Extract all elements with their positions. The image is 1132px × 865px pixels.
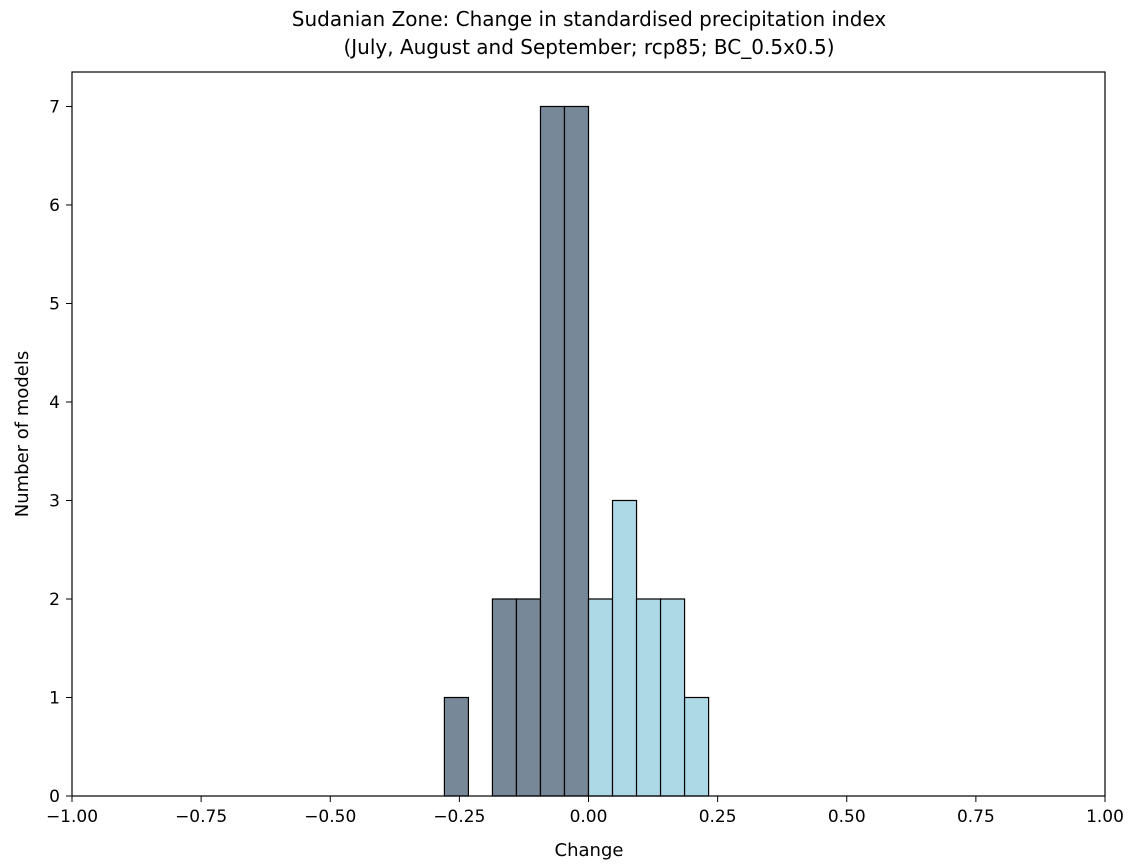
histogram-bar-5 <box>563 105 590 797</box>
bars-group <box>443 105 710 797</box>
y-tick-label-1: 1 <box>49 688 60 708</box>
x-axis-ticks: −1.00 −0.75 −0.50 −0.25 0.00 0.25 0.50 0.75 1.00 <box>46 796 1124 827</box>
x-tick-label-5: 0.25 <box>699 807 737 827</box>
y-axis-label: Number of models <box>12 351 33 518</box>
y-tick-label-2: 2 <box>49 590 60 610</box>
x-tick-label-4: 0.00 <box>570 807 608 827</box>
x-tick-label-0: −1.00 <box>46 807 98 827</box>
y-tick-label-0: 0 <box>49 787 60 807</box>
x-tick-label-1: −0.75 <box>175 807 227 827</box>
histogram-bar-10 <box>683 696 710 797</box>
x-axis-label: Change <box>555 840 624 861</box>
y-tick-label-5: 5 <box>49 294 60 314</box>
y-tick-label-3: 3 <box>49 491 60 511</box>
chart-title: Sudanian Zone: Change in standardised pr… <box>292 7 887 31</box>
histogram-bar-8 <box>635 598 662 797</box>
histogram-bar-7 <box>611 499 638 797</box>
histogram-bar-4 <box>539 105 566 797</box>
histogram-bar-6 <box>587 598 614 797</box>
x-tick-label-3: −0.25 <box>433 807 485 827</box>
y-tick-label-7: 7 <box>49 97 60 117</box>
histogram-bar-0 <box>443 696 470 797</box>
x-tick-label-7: 0.75 <box>957 807 995 827</box>
y-axis-ticks: 0 1 2 3 4 5 6 7 <box>49 97 72 807</box>
plot-frame <box>71 71 1106 797</box>
y-tick-label-4: 4 <box>49 393 60 413</box>
histogram-bar-3 <box>515 598 542 797</box>
histogram-bar-9 <box>659 598 686 797</box>
chart-subtitle: (July, August and September; rcp85; BC_0… <box>343 35 834 59</box>
x-tick-label-6: 0.50 <box>828 807 866 827</box>
x-tick-label-8: 1.00 <box>1086 807 1124 827</box>
y-tick-label-6: 6 <box>49 196 60 216</box>
histogram-bar-2 <box>491 598 518 797</box>
x-tick-label-2: −0.50 <box>304 807 356 827</box>
